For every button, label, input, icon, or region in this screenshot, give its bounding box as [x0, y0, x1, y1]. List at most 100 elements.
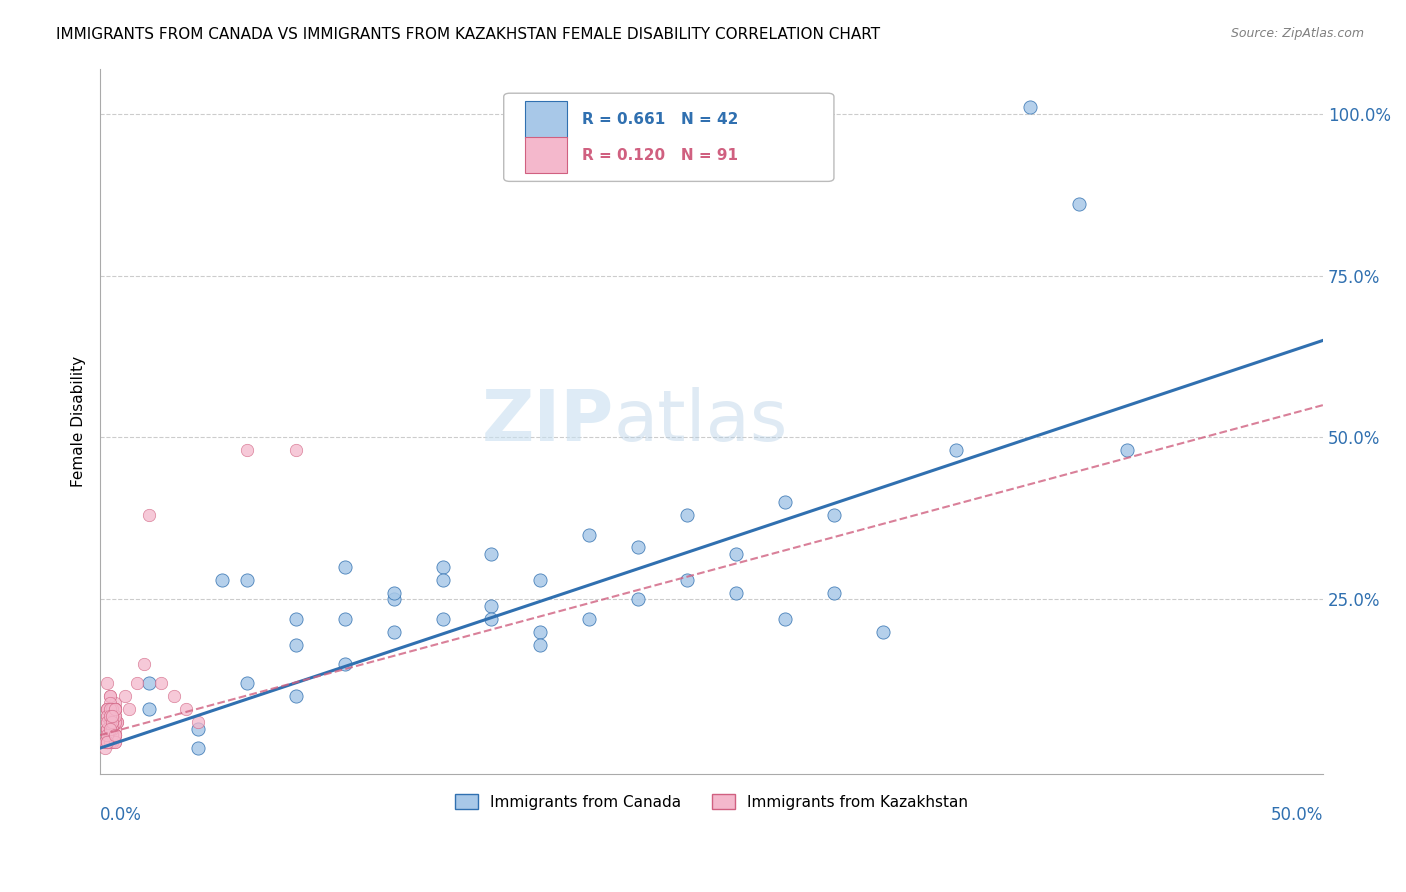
Point — [98, 690, 121, 704]
Point — [96, 676, 118, 690]
Point — [101, 708, 124, 723]
Point — [104, 702, 127, 716]
Point — [98, 734, 121, 748]
Point — [98, 728, 121, 742]
Point — [98, 708, 121, 723]
Point — [211, 573, 233, 587]
Point — [101, 728, 124, 742]
Point — [150, 676, 173, 690]
Point — [432, 573, 454, 587]
Point — [104, 702, 127, 716]
Text: Source: ZipAtlas.com: Source: ZipAtlas.com — [1230, 27, 1364, 40]
Point — [96, 702, 118, 716]
Text: R = 0.661   N = 42: R = 0.661 N = 42 — [582, 112, 738, 127]
Point — [96, 715, 118, 730]
Point — [481, 547, 503, 561]
Point — [187, 715, 209, 730]
Point — [676, 508, 699, 522]
Point — [96, 728, 118, 742]
Point — [676, 573, 699, 587]
Point — [872, 624, 894, 639]
Point — [104, 715, 127, 730]
Point — [101, 728, 124, 742]
Text: atlas: atlas — [614, 387, 789, 456]
Point — [96, 722, 118, 736]
Point — [96, 708, 118, 723]
Point — [101, 734, 124, 748]
Point — [101, 722, 124, 736]
Point — [101, 722, 124, 736]
Point — [432, 612, 454, 626]
Point — [98, 722, 121, 736]
Point — [187, 741, 209, 756]
Point — [104, 734, 127, 748]
Point — [101, 715, 124, 730]
Point — [101, 715, 124, 730]
Point — [101, 728, 124, 742]
Point — [98, 690, 121, 704]
Point — [945, 443, 967, 458]
Point — [481, 599, 503, 613]
Point — [1116, 443, 1139, 458]
Point — [98, 722, 121, 736]
Point — [101, 702, 124, 716]
Point — [104, 728, 127, 742]
Point — [236, 676, 259, 690]
Point — [98, 708, 121, 723]
Point — [98, 734, 121, 748]
Point — [96, 728, 118, 742]
Point — [98, 728, 121, 742]
Text: R = 0.120   N = 91: R = 0.120 N = 91 — [582, 148, 738, 162]
Point — [105, 715, 128, 730]
Point — [134, 657, 156, 671]
Point — [432, 560, 454, 574]
FancyBboxPatch shape — [524, 101, 567, 137]
Point — [98, 722, 121, 736]
Point — [104, 702, 127, 716]
Point — [174, 702, 197, 716]
Point — [96, 722, 118, 736]
Point — [98, 702, 121, 716]
Point — [101, 708, 124, 723]
Point — [101, 715, 124, 730]
Point — [118, 702, 141, 716]
Point — [333, 657, 356, 671]
Point — [627, 592, 650, 607]
Point — [529, 638, 551, 652]
Point — [101, 715, 124, 730]
Point — [382, 624, 405, 639]
Point — [481, 612, 503, 626]
Point — [284, 690, 307, 704]
Y-axis label: Female Disability: Female Disability — [72, 356, 86, 487]
Point — [101, 702, 124, 716]
Point — [98, 696, 121, 710]
Point — [96, 715, 118, 730]
Point — [236, 443, 259, 458]
Point — [578, 527, 600, 541]
Point — [94, 734, 117, 748]
Point — [104, 708, 127, 723]
Point — [104, 715, 127, 730]
Point — [101, 734, 124, 748]
Point — [96, 702, 118, 716]
Point — [104, 708, 127, 723]
Point — [96, 722, 118, 736]
Point — [104, 728, 127, 742]
Point — [98, 708, 121, 723]
Point — [94, 741, 117, 756]
Point — [333, 612, 356, 626]
Point — [284, 638, 307, 652]
Point — [96, 708, 118, 723]
Point — [382, 586, 405, 600]
Point — [104, 734, 127, 748]
FancyBboxPatch shape — [524, 136, 567, 173]
Point — [333, 560, 356, 574]
Point — [138, 508, 160, 522]
Point — [187, 722, 209, 736]
Point — [284, 612, 307, 626]
Point — [114, 690, 136, 704]
Point — [773, 495, 796, 509]
Point — [236, 573, 259, 587]
Text: 50.0%: 50.0% — [1271, 806, 1323, 824]
Point — [627, 541, 650, 555]
